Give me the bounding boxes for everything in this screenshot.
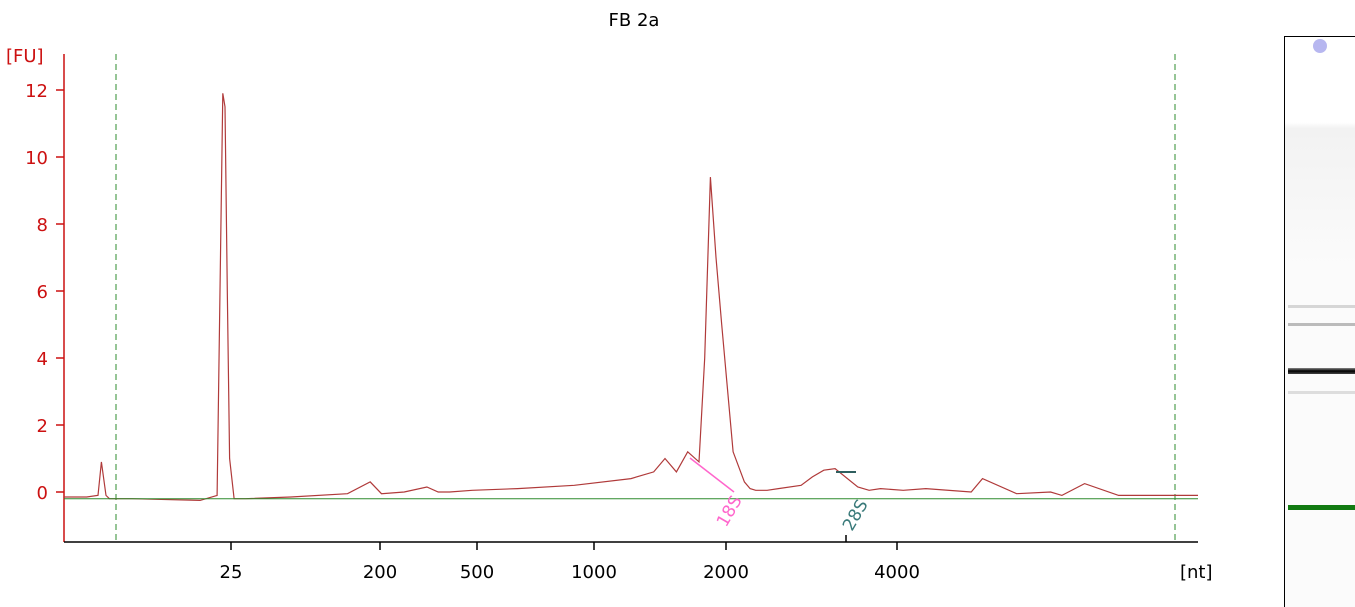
y-tick-label: 12 [25,81,48,102]
y-tick-label: 8 [37,215,48,236]
gel-band [1288,305,1355,309]
peak-28s-label: 28S [839,496,873,534]
y-tick-label: 4 [37,349,48,370]
gel-band [1288,505,1355,511]
y-tick-label: 0 [37,483,48,504]
peak-18s-label: 18S [713,492,747,530]
gel-band [1288,322,1355,326]
gel-well-marker [1313,39,1327,53]
x-ticks: 25 200 500 1000 2000 4000 [220,535,920,583]
y-tick-label: 10 [25,148,48,169]
gel-band [1288,391,1355,395]
signal-trace-line [64,93,1198,502]
y-axis-label: [FU] [6,46,44,67]
gel-lane [1284,36,1355,607]
x-tick-label: 1000 [571,562,617,583]
peak-18s-line [689,457,735,493]
x-tick-label: 500 [460,562,494,583]
y-ticks: 0 2 4 6 8 10 12 [25,81,64,504]
x-tick-label: 2000 [703,562,749,583]
series-group [64,93,1198,502]
x-tick-label: 25 [220,562,243,583]
x-tick-label: 200 [363,562,397,583]
y-tick-label: 6 [37,282,48,303]
gel-band [1288,367,1355,374]
y-tick-label: 2 [37,416,48,437]
electropherogram-chart: FB 2a [FU] [nt] 0 2 4 6 8 10 12 25 200 500 1000 20… [6,10,1213,583]
x-tick-label: 4000 [874,562,920,583]
x-axis-label: [nt] [1180,562,1213,583]
chart-title: FB 2a [609,10,660,31]
